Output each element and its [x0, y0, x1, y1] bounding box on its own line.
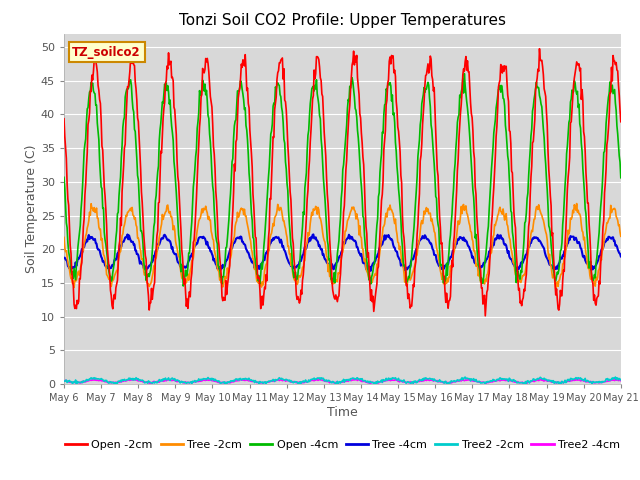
- Y-axis label: Soil Temperature (C): Soil Temperature (C): [25, 144, 38, 273]
- Title: Tonzi Soil CO2 Profile: Upper Temperatures: Tonzi Soil CO2 Profile: Upper Temperatur…: [179, 13, 506, 28]
- Legend: Open -2cm, Tree -2cm, Open -4cm, Tree -4cm, Tree2 -2cm, Tree2 -4cm: Open -2cm, Tree -2cm, Open -4cm, Tree -4…: [60, 435, 625, 454]
- Text: TZ_soilco2: TZ_soilco2: [72, 46, 141, 59]
- X-axis label: Time: Time: [327, 406, 358, 419]
